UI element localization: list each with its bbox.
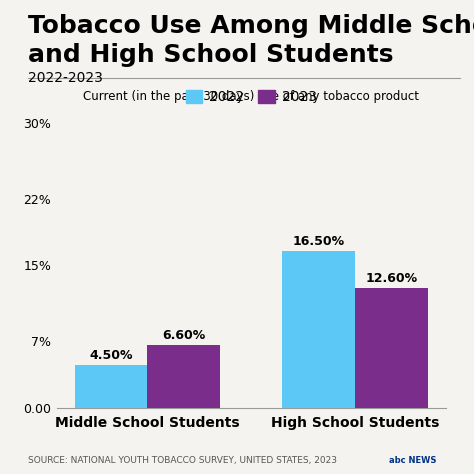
Text: 16.50%: 16.50% xyxy=(293,236,345,248)
Bar xyxy=(74,365,147,408)
Legend: 2022, 2023: 2022, 2023 xyxy=(180,85,322,110)
Text: Current (in the past 30 days) use of any tobacco product: Current (in the past 30 days) use of any… xyxy=(83,91,419,103)
Text: and High School Students: and High School Students xyxy=(28,43,394,67)
Text: 4.50%: 4.50% xyxy=(89,349,133,362)
Text: abc NEWS: abc NEWS xyxy=(389,456,436,465)
Text: 12.60%: 12.60% xyxy=(365,273,418,285)
Text: Tobacco Use Among Middle School: Tobacco Use Among Middle School xyxy=(28,14,474,38)
Bar xyxy=(355,288,428,408)
Bar xyxy=(147,345,220,408)
Text: SOURCE: NATIONAL YOUTH TOBACCO SURVEY, UNITED STATES, 2023: SOURCE: NATIONAL YOUTH TOBACCO SURVEY, U… xyxy=(28,456,337,465)
Text: 6.60%: 6.60% xyxy=(162,329,205,342)
Bar xyxy=(283,251,355,408)
Text: 2022-2023: 2022-2023 xyxy=(28,71,103,85)
